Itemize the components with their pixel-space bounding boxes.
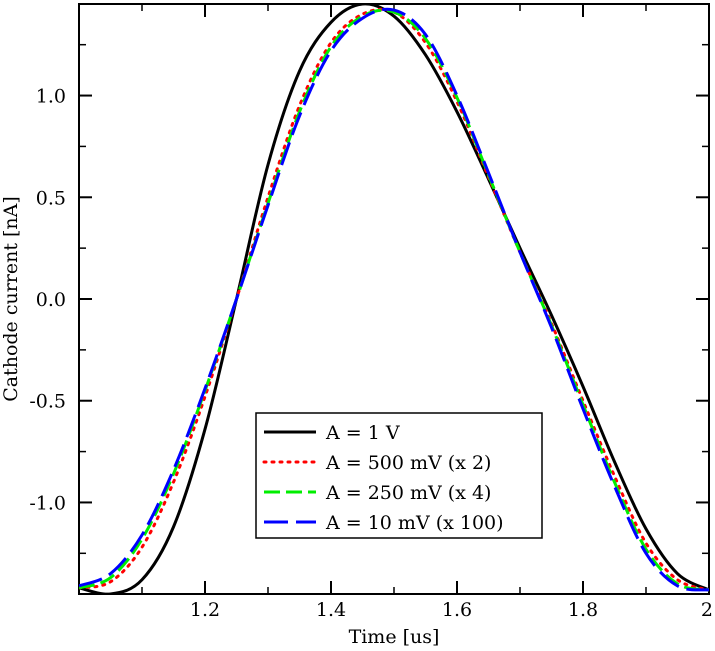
x-tick-label: 1.4	[316, 599, 346, 621]
axis-tick-labels: 1.2 1.4 1.6 1.8 2 -1.0 -0.5 0.0 0.5 1.0	[29, 86, 713, 621]
legend-label-2: A = 500 mV (x 2)	[325, 452, 491, 474]
legend-label-1: A = 1 V	[325, 422, 400, 444]
legend-label-3: A = 250 mV (x 4)	[325, 482, 491, 504]
x-tick-label: 1.2	[190, 599, 220, 621]
legend-box	[255, 412, 543, 539]
series-layer	[79, 4, 709, 594]
x-tick-label: 1.8	[568, 599, 598, 621]
y-tick-label: -1.0	[29, 492, 66, 514]
x-tick-label: 1.6	[442, 599, 472, 621]
y-tick-label: 1.0	[36, 86, 66, 108]
legend: A = 1 V A = 500 mV (x 2) A = 250 mV (x 4) A…	[255, 412, 543, 539]
x-tick-label: 2	[701, 599, 713, 621]
axis-ticks	[79, 4, 710, 594]
x-axis-title: Time [us]	[349, 626, 440, 648]
y-tick-label: -0.5	[29, 391, 66, 413]
y-tick-label: 0.0	[36, 289, 66, 311]
series-line-4	[79, 7, 709, 592]
y-tick-label: 0.5	[36, 187, 66, 209]
y-axis-title: Cathode current [nA]	[0, 196, 22, 402]
legend-label-4: A = 10 mV (x 100)	[325, 512, 504, 534]
